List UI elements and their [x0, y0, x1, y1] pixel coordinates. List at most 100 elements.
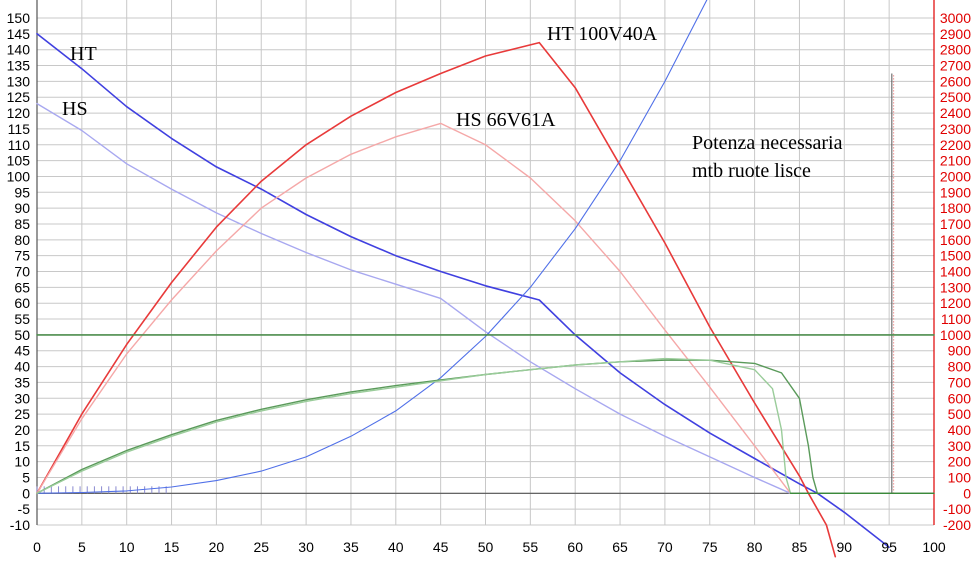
y-right-tick-label: 1800 — [940, 200, 971, 216]
y-right-tick-label: 500 — [948, 406, 972, 422]
x-tick-label: 50 — [478, 539, 494, 555]
x-tick-label: 80 — [747, 539, 763, 555]
series-line — [36, 32, 890, 549]
y-left-tick-label: 105 — [7, 153, 31, 169]
x-tick-label: 55 — [523, 539, 539, 555]
x-tick-label: 40 — [388, 539, 404, 555]
x-tick-label: 15 — [164, 539, 180, 555]
annotation-ht: HT — [70, 43, 97, 65]
y-left-tick-label: 5 — [22, 469, 30, 485]
y-right-tick-label: 200 — [948, 454, 972, 470]
series-line — [36, 102, 792, 494]
y-right-tick-label: 1600 — [940, 232, 971, 248]
series-line — [36, 0, 708, 494]
annotation-hs: HS — [62, 98, 88, 120]
y-right-tick-label: 1500 — [940, 248, 971, 264]
y-right-tick-label: 2900 — [940, 26, 971, 42]
y-left-tick-label: 135 — [7, 58, 31, 74]
tick-labels: 0 5 10 15 20 25 30 35 40 45 50 55 60 65 70 75 80 85 90 95 10… — [7, 10, 972, 555]
y-left-tick-label: 25 — [14, 406, 30, 422]
y-left-tick-label: 30 — [14, 390, 30, 406]
x-tick-label: 25 — [253, 539, 269, 555]
y-left-tick-label: 85 — [14, 216, 30, 232]
x-tick-label: 45 — [433, 539, 449, 555]
annotation-ht-power: HT 100V40A — [547, 23, 658, 45]
y-left-tick-label: 0 — [22, 485, 30, 501]
y-left-tick-label: 15 — [14, 438, 30, 454]
y-right-tick-label: 800 — [948, 359, 972, 375]
y-right-tick-label: 600 — [948, 390, 972, 406]
y-right-tick-label: 1400 — [940, 264, 971, 280]
y-right-tick-label: -200 — [943, 517, 971, 533]
y-left-tick-label: 50 — [14, 327, 30, 343]
x-tick-label: 5 — [78, 539, 86, 555]
y-right-tick-label: 1200 — [940, 295, 971, 311]
y-right-tick-label: 1000 — [940, 327, 971, 343]
y-left-tick-label: 95 — [14, 184, 30, 200]
y-right-tick-label: 2400 — [940, 105, 971, 121]
y-left-tick-label: 80 — [14, 232, 30, 248]
x-tick-label: 100 — [922, 539, 946, 555]
x-tick-label: 75 — [702, 539, 718, 555]
series-line — [36, 41, 837, 558]
y-left-tick-label: 35 — [14, 374, 30, 390]
y-right-tick-label: 400 — [948, 422, 972, 438]
y-left-tick-label: 45 — [14, 343, 30, 359]
y-right-tick-label: -100 — [943, 501, 971, 517]
y-left-tick-label: 110 — [8, 137, 31, 153]
y-left-tick-label: -5 — [18, 501, 31, 517]
y-left-tick-label: 100 — [7, 168, 31, 184]
grid — [36, 0, 935, 526]
x-tick-label: 35 — [343, 539, 359, 555]
y-right-tick-label: 0 — [963, 485, 971, 501]
y-left-tick-label: 60 — [14, 295, 30, 311]
series-line — [36, 357, 792, 494]
x-tick-label: 95 — [881, 539, 897, 555]
y-left-tick-label: 20 — [14, 422, 30, 438]
y-left-tick-label: 130 — [7, 73, 31, 89]
y-right-tick-label: 1900 — [940, 184, 971, 200]
y-left-tick-label: 65 — [14, 279, 30, 295]
y-left-tick-label: 90 — [14, 200, 30, 216]
y-right-tick-label: 100 — [948, 469, 972, 485]
y-right-tick-label: 1700 — [940, 216, 971, 232]
y-left-tick-label: 120 — [7, 105, 31, 121]
y-right-tick-label: 2300 — [940, 121, 971, 137]
x-tick-label: 10 — [119, 539, 135, 555]
x-tick-label: 65 — [612, 539, 628, 555]
y-left-tick-label: 55 — [14, 311, 30, 327]
annotation-mtb-line2: mtb ruote lisce — [692, 160, 811, 182]
y-right-tick-label: 2700 — [940, 58, 971, 74]
y-left-tick-label: 140 — [7, 42, 31, 58]
x-tick-label: 60 — [567, 539, 583, 555]
y-left-tick-label: 10 — [14, 454, 30, 470]
y-left-tick-label: 115 — [8, 121, 31, 137]
x-tick-label: 90 — [837, 539, 853, 555]
x-tick-label: 0 — [33, 539, 41, 555]
y-left-tick-label: 75 — [14, 248, 30, 264]
y-left-tick-label: -10 — [10, 517, 30, 533]
y-right-tick-label: 900 — [948, 343, 972, 359]
y-left-tick-label: 145 — [7, 26, 31, 42]
y-left-tick-label: 125 — [7, 89, 31, 105]
x-tick-label: 20 — [209, 539, 225, 555]
y-right-tick-label: 1300 — [940, 279, 971, 295]
series — [36, 0, 935, 558]
y-right-tick-label: 2100 — [940, 153, 971, 169]
y-right-tick-label: 2500 — [940, 89, 971, 105]
y-left-tick-label: 40 — [14, 359, 30, 375]
annotation-hs-power: HS 66V61A — [456, 109, 556, 131]
y-right-tick-label: 300 — [948, 438, 972, 454]
y-right-tick-label: 2600 — [940, 73, 971, 89]
y-left-tick-label: 70 — [14, 264, 30, 280]
y-right-tick-label: 3000 — [940, 10, 971, 26]
y-right-tick-label: 2200 — [940, 137, 971, 153]
axes — [36, 0, 935, 525]
x-tick-label: 30 — [298, 539, 314, 555]
y-right-tick-label: 1100 — [941, 311, 971, 327]
y-right-tick-label: 2800 — [940, 42, 971, 58]
y-right-tick-label: 700 — [948, 374, 972, 390]
annotation-mtb-line1: Potenza necessaria — [692, 132, 843, 154]
